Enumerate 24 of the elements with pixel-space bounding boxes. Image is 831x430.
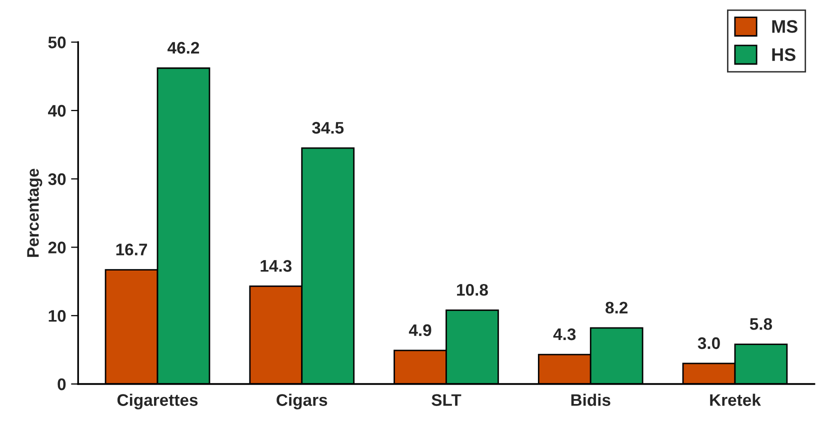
legend-label: MS	[772, 20, 798, 33]
y-tick-label: 10	[48, 310, 66, 322]
x-tick-label: Cigars	[276, 394, 328, 410]
data-label: 4.3	[553, 328, 576, 340]
data-label: 16.7	[116, 244, 148, 256]
x-tick-label: Cigarettes	[117, 394, 198, 410]
x-tick-label: Kretek	[710, 394, 761, 406]
y-axis-title: Percentage	[27, 168, 42, 257]
x-tick-label: Bidis	[571, 394, 610, 406]
data-label: 10.8	[457, 284, 488, 296]
y-tick-label: 50	[48, 36, 66, 48]
data-label: 3.0	[698, 337, 720, 350]
y-tick-label: 40	[48, 104, 66, 117]
data-label: 5.8	[750, 318, 772, 330]
data-label: 34.5	[312, 122, 344, 134]
data-label: 4.9	[408, 324, 432, 336]
x-tick-label: SLT	[432, 394, 462, 406]
y-tick-label: 0	[58, 378, 66, 390]
data-label: 46.2	[168, 42, 200, 54]
y-tick-label: 20	[48, 242, 66, 254]
y-tick-label: 30	[48, 173, 66, 186]
data-label: 14.3	[260, 260, 292, 272]
data-label: 8.2	[606, 302, 628, 314]
legend-label: HS	[772, 48, 796, 62]
